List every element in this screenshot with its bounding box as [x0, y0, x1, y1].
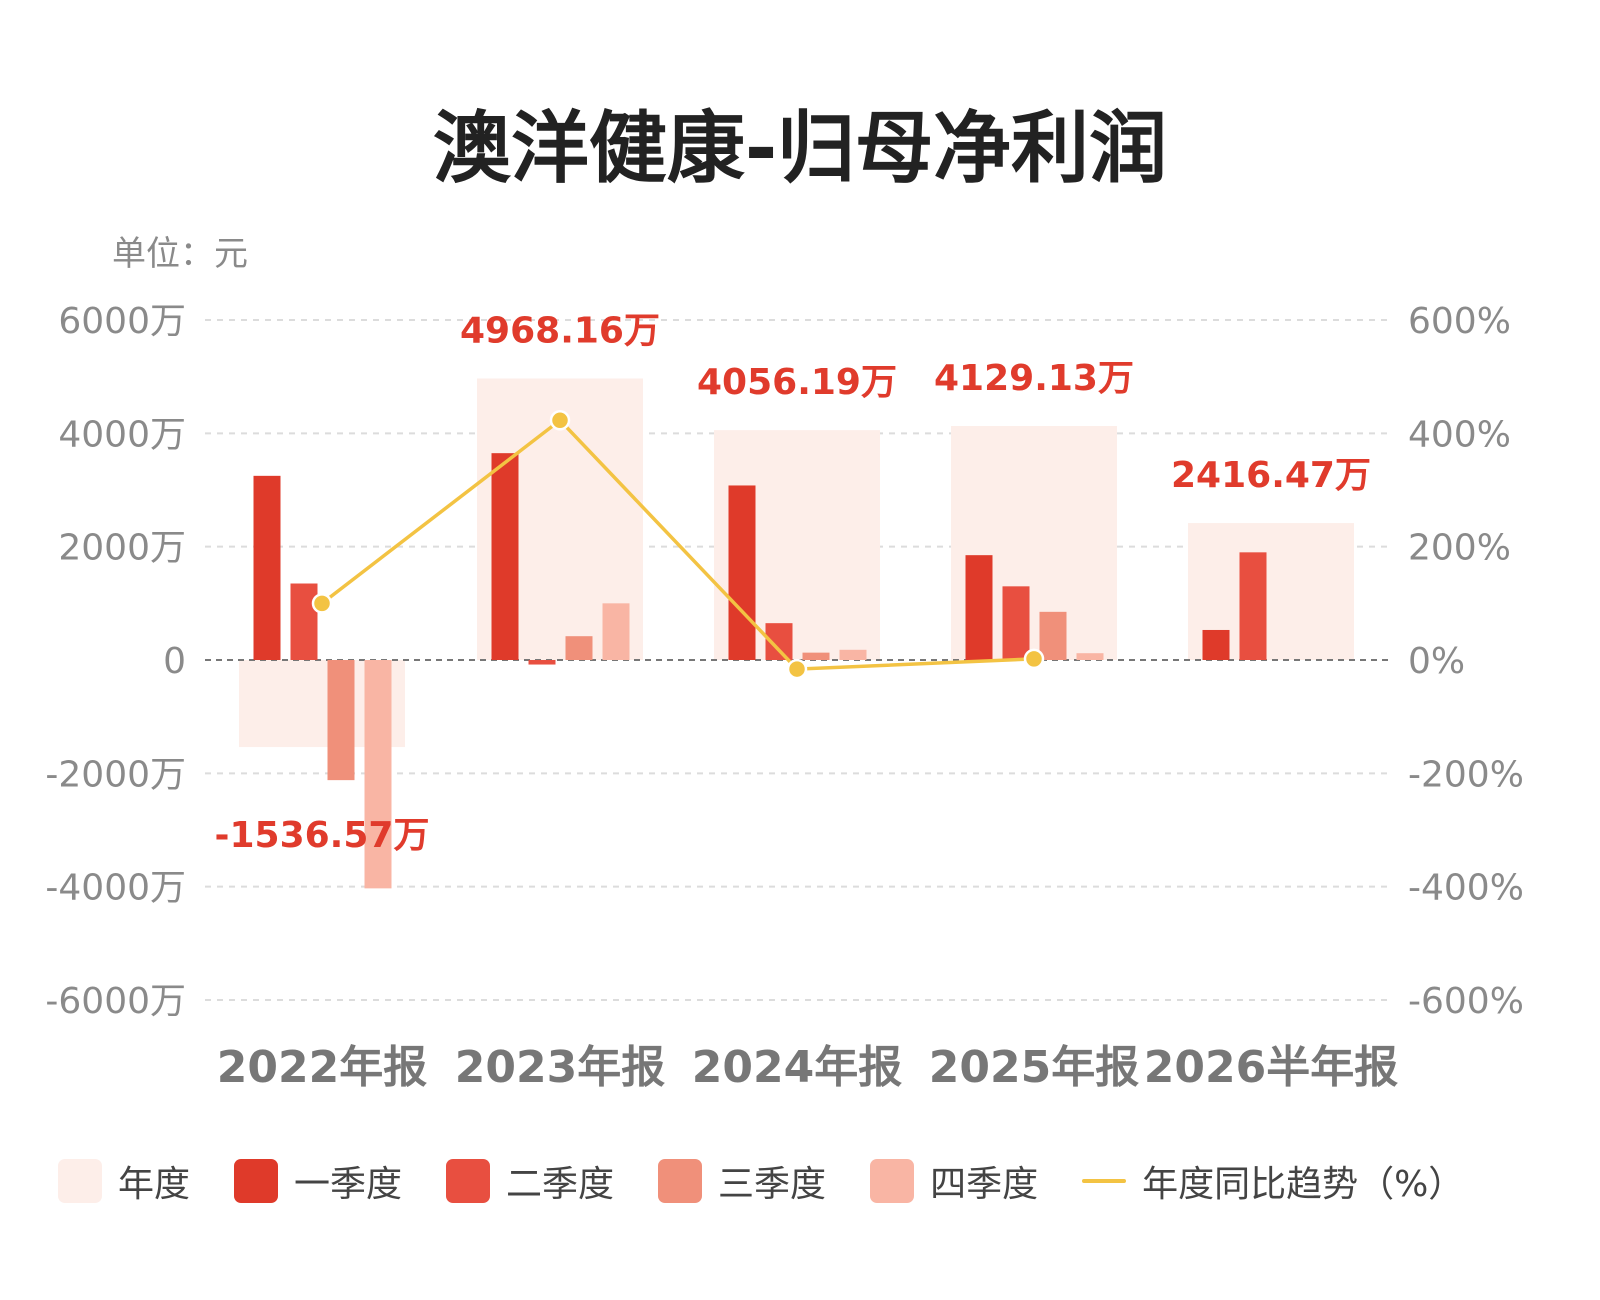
y-left-tick-label: 4000万: [58, 414, 186, 455]
bar-q2: [1002, 586, 1030, 660]
bar-q4: [602, 603, 630, 660]
y-left-tick-label: -2000万: [45, 754, 186, 795]
legend-label-q1: 一季度: [294, 1164, 403, 1205]
y-left-tick-label: -4000万: [45, 868, 186, 909]
y-right-tick-label: -600%: [1408, 981, 1524, 1022]
x-tick-label: 2024年报: [692, 1042, 902, 1093]
legend: 年度 一季度 二季度 三季度 四季度 年度同比趋势（%）: [58, 1156, 1558, 1206]
yoy-point: [786, 658, 808, 680]
bar-q1: [965, 555, 993, 660]
legend-swatch-yoy: [1082, 1179, 1127, 1183]
bar-q1: [728, 485, 756, 660]
bar-q4: [1076, 653, 1104, 660]
legend-label-annual: 年度: [118, 1164, 191, 1205]
x-tick-label: 2023年报: [455, 1042, 665, 1093]
bar-q2: [528, 660, 556, 665]
x-tick-label: 2022年报: [217, 1042, 427, 1093]
unit-label: 单位：元: [112, 234, 248, 274]
annual-value-label: 2416.47万: [1171, 455, 1371, 496]
annual-value-label: 4968.16万: [460, 310, 660, 351]
y-right-tick-label: 400%: [1408, 414, 1511, 455]
yoy-point: [311, 593, 333, 614]
bar-q4: [364, 660, 392, 889]
bar-q4: [839, 649, 867, 660]
y-right-tick-label: 600%: [1408, 301, 1511, 342]
yoy-line: [320, 417, 1035, 671]
legend-item-q1: 一季度: [234, 1155, 402, 1207]
legend-swatch-q3: [658, 1159, 703, 1203]
legend-label-q4: 四季度: [930, 1164, 1039, 1205]
legend-item-yoy: 年度同比趋势（%）: [1082, 1155, 1464, 1207]
x-tick-label: 2026半年报: [1144, 1042, 1398, 1093]
bar-q2: [1239, 552, 1267, 660]
legend-swatch-annual: [58, 1159, 102, 1203]
legend-swatch-q2: [446, 1159, 491, 1203]
legend-label-q3: 三季度: [718, 1164, 827, 1205]
y-left-tick-label: 0: [163, 641, 186, 682]
y-right-tick-label: 200%: [1408, 528, 1511, 569]
bar-q1: [491, 453, 519, 660]
bar-q1: [1202, 629, 1230, 660]
legend-swatch-q1: [234, 1159, 279, 1203]
annual-value-label: 4056.19万: [697, 362, 897, 403]
legend-swatch-q4: [870, 1159, 915, 1203]
bar-q2: [290, 583, 318, 660]
bar-q3: [327, 660, 355, 781]
y-right-tick-label: -200%: [1408, 754, 1524, 795]
y-left-tick-label: -6000万: [45, 981, 186, 1022]
legend-item-annual: 年度: [58, 1155, 190, 1207]
legend-label-q2: 二季度: [506, 1164, 615, 1205]
bar-q3: [802, 652, 830, 660]
legend-item-q2: 二季度: [446, 1155, 614, 1207]
bar-q1: [253, 475, 281, 660]
x-tick-label: 2025年报: [929, 1042, 1139, 1093]
legend-label-yoy: 年度同比趋势（%）: [1142, 1164, 1465, 1205]
annual-value-label: 4129.13万: [934, 358, 1134, 399]
annual-value-label: -1536.57万: [215, 815, 430, 856]
yoy-point: [1023, 648, 1045, 670]
bar-q3: [1039, 611, 1067, 660]
yoy-point: [549, 410, 571, 431]
y-right-tick-label: 0%: [1408, 641, 1465, 682]
y-left-tick-label: 6000万: [58, 301, 186, 342]
legend-item-q4: 四季度: [870, 1155, 1038, 1207]
bar-q3: [565, 636, 593, 660]
legend-item-q3: 三季度: [658, 1155, 826, 1207]
y-right-tick-label: -400%: [1408, 868, 1524, 909]
y-left-tick-label: 2000万: [58, 528, 186, 569]
chart-title: 澳洋健康-归母净利润: [432, 104, 1168, 194]
